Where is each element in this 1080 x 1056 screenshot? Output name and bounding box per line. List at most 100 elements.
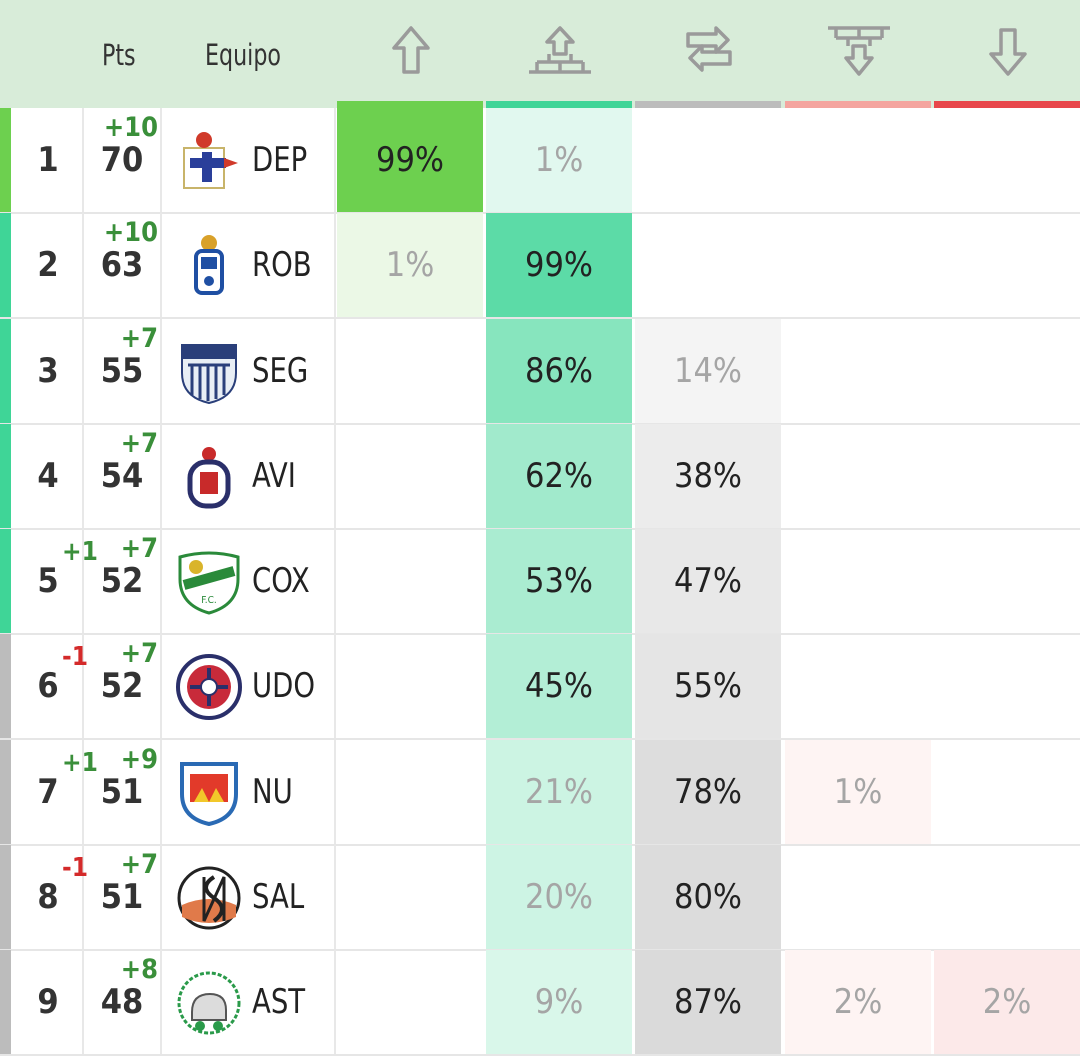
probability-relegation-playoff	[785, 529, 931, 633]
points-change: +10	[103, 112, 158, 143]
position-cell: 4	[14, 423, 84, 528]
team-cell[interactable]: SEG	[164, 318, 336, 423]
probability-playoff: 20%	[486, 844, 632, 949]
position-number: 3	[37, 350, 59, 391]
probability-playoff: 53%	[486, 529, 632, 633]
position-cell: 8 -1	[14, 844, 88, 949]
position-change: +1	[62, 537, 98, 567]
probability-playoff: 45%	[486, 634, 632, 739]
probability-relegation-playoff	[785, 319, 931, 423]
header-relegation[interactable]	[934, 0, 1080, 108]
points-cell: 63 +10	[84, 213, 162, 318]
position-cell: 9	[14, 950, 84, 1054]
table-row-avi[interactable]: 4 54 +7 AVI 62% 38%	[0, 423, 1080, 528]
team-cell[interactable]: AVI	[164, 423, 336, 528]
points-cell: 52 +7	[84, 529, 162, 633]
probability-relegation	[934, 108, 1080, 212]
position-number: 7	[37, 771, 59, 812]
deportivo-badge	[183, 132, 238, 189]
team-abbreviation: SEG	[252, 350, 309, 391]
team-cell[interactable]: UDO	[164, 634, 336, 739]
points-change: +10	[103, 217, 158, 249]
probability-relegation-playoff	[785, 424, 931, 528]
probability-playoff: 9%	[486, 950, 632, 1054]
team-abbreviation: SAL	[252, 876, 305, 917]
position-cell: 3	[14, 318, 84, 423]
table-row-nu[interactable]: 7 +1 51 +9 NU 21% 78% 1%	[0, 739, 1080, 844]
table-row-cox[interactable]: 5 +1 52 +7 F.C. COX 53% 47%	[0, 529, 1080, 633]
table-row-sal[interactable]: 8 -1 51 +7 SAL 20% 80%	[0, 844, 1080, 949]
probability-midtable	[635, 213, 781, 317]
probability-midtable: 87%	[635, 950, 781, 1054]
astorga-badge	[177, 971, 241, 1035]
probability-relegation	[934, 424, 1080, 528]
zone-indicator	[0, 108, 11, 212]
team-cell[interactable]: AST	[164, 950, 336, 1054]
probability-relegation	[934, 845, 1080, 949]
arrow-up-icon	[392, 26, 430, 74]
table-row-seg[interactable]: 3 55 +7 SEG 86% 14%	[0, 318, 1080, 423]
probability-relegation	[934, 319, 1080, 423]
points-value: 52	[100, 561, 144, 601]
points-cell: 48 +8	[84, 950, 162, 1054]
points-value: 51	[100, 876, 144, 917]
probability-midtable: 55%	[635, 634, 781, 739]
points-change: +7	[120, 533, 158, 564]
team-cell[interactable]: ROB	[164, 213, 336, 318]
row-divider	[0, 212, 1080, 214]
probability-playoff: 21%	[486, 739, 632, 844]
table-row-ast[interactable]: 9 48 +8 AST 9% 87% 2% 2%	[0, 950, 1080, 1054]
probability-playoff: 1%	[486, 108, 632, 212]
probability-relegation	[934, 213, 1080, 317]
header-promotion[interactable]	[337, 0, 483, 108]
playoff-bracket-icon	[529, 26, 591, 74]
team-cell[interactable]: F.C. COX	[164, 529, 336, 633]
probability-promotion	[337, 950, 483, 1054]
position-number: 5	[37, 561, 59, 601]
header-relegation-playoff[interactable]	[785, 0, 931, 108]
table-header: Pts Equipo	[0, 0, 1080, 108]
swap-arrows-icon	[686, 26, 732, 72]
points-value: 52	[100, 666, 144, 707]
probability-relegation-playoff: 1%	[785, 739, 931, 844]
table-row-rob[interactable]: 2 63 +10 ROB 1% 99%	[0, 213, 1080, 318]
zone-indicator	[0, 423, 11, 528]
probability-playoff: 86%	[486, 318, 632, 423]
table-row-dep[interactable]: 1 70 +10 DEP 99% 1%	[0, 108, 1080, 212]
probability-playoff: 99%	[486, 213, 632, 318]
team-abbreviation: NU	[252, 771, 293, 812]
probability-relegation-playoff	[785, 108, 931, 212]
header-midtable[interactable]	[635, 0, 781, 108]
table-row-udo[interactable]: 6 -1 52 +7 UDO 45% 55%	[0, 634, 1080, 739]
position-number: 9	[37, 982, 59, 1022]
position-number: 2	[37, 245, 59, 286]
row-divider	[0, 422, 1080, 425]
points-value: 51	[100, 771, 144, 812]
avila-badge	[187, 446, 231, 509]
probability-midtable: 14%	[635, 318, 781, 423]
oviedo-badge	[194, 235, 224, 296]
probability-midtable: 80%	[635, 844, 781, 949]
header-playoff[interactable]	[486, 0, 632, 108]
position-number: 1	[37, 140, 59, 180]
team-abbreviation: AST	[252, 982, 306, 1022]
row-divider	[0, 738, 1080, 741]
team-abbreviation: ROB	[252, 245, 312, 286]
points-change: +9	[120, 743, 158, 775]
row-divider	[0, 843, 1080, 846]
pts-header[interactable]: Pts	[102, 38, 136, 72]
probability-promotion: 1%	[337, 213, 483, 318]
team-header[interactable]: Equipo	[205, 38, 281, 72]
relegation-bracket-icon	[828, 26, 890, 76]
position-cell: 5 +1	[14, 529, 98, 633]
points-value: 54	[100, 455, 144, 496]
position-change: -1	[62, 642, 88, 673]
probability-midtable	[635, 108, 781, 212]
points-cell: 55 +7	[84, 318, 162, 423]
team-cell[interactable]: SAL	[164, 844, 336, 949]
points-value: 63	[100, 245, 144, 286]
probability-midtable: 47%	[635, 529, 781, 633]
points-value: 70	[100, 140, 144, 180]
team-cell[interactable]: NU	[164, 739, 336, 844]
team-cell[interactable]: DEP	[164, 108, 336, 212]
